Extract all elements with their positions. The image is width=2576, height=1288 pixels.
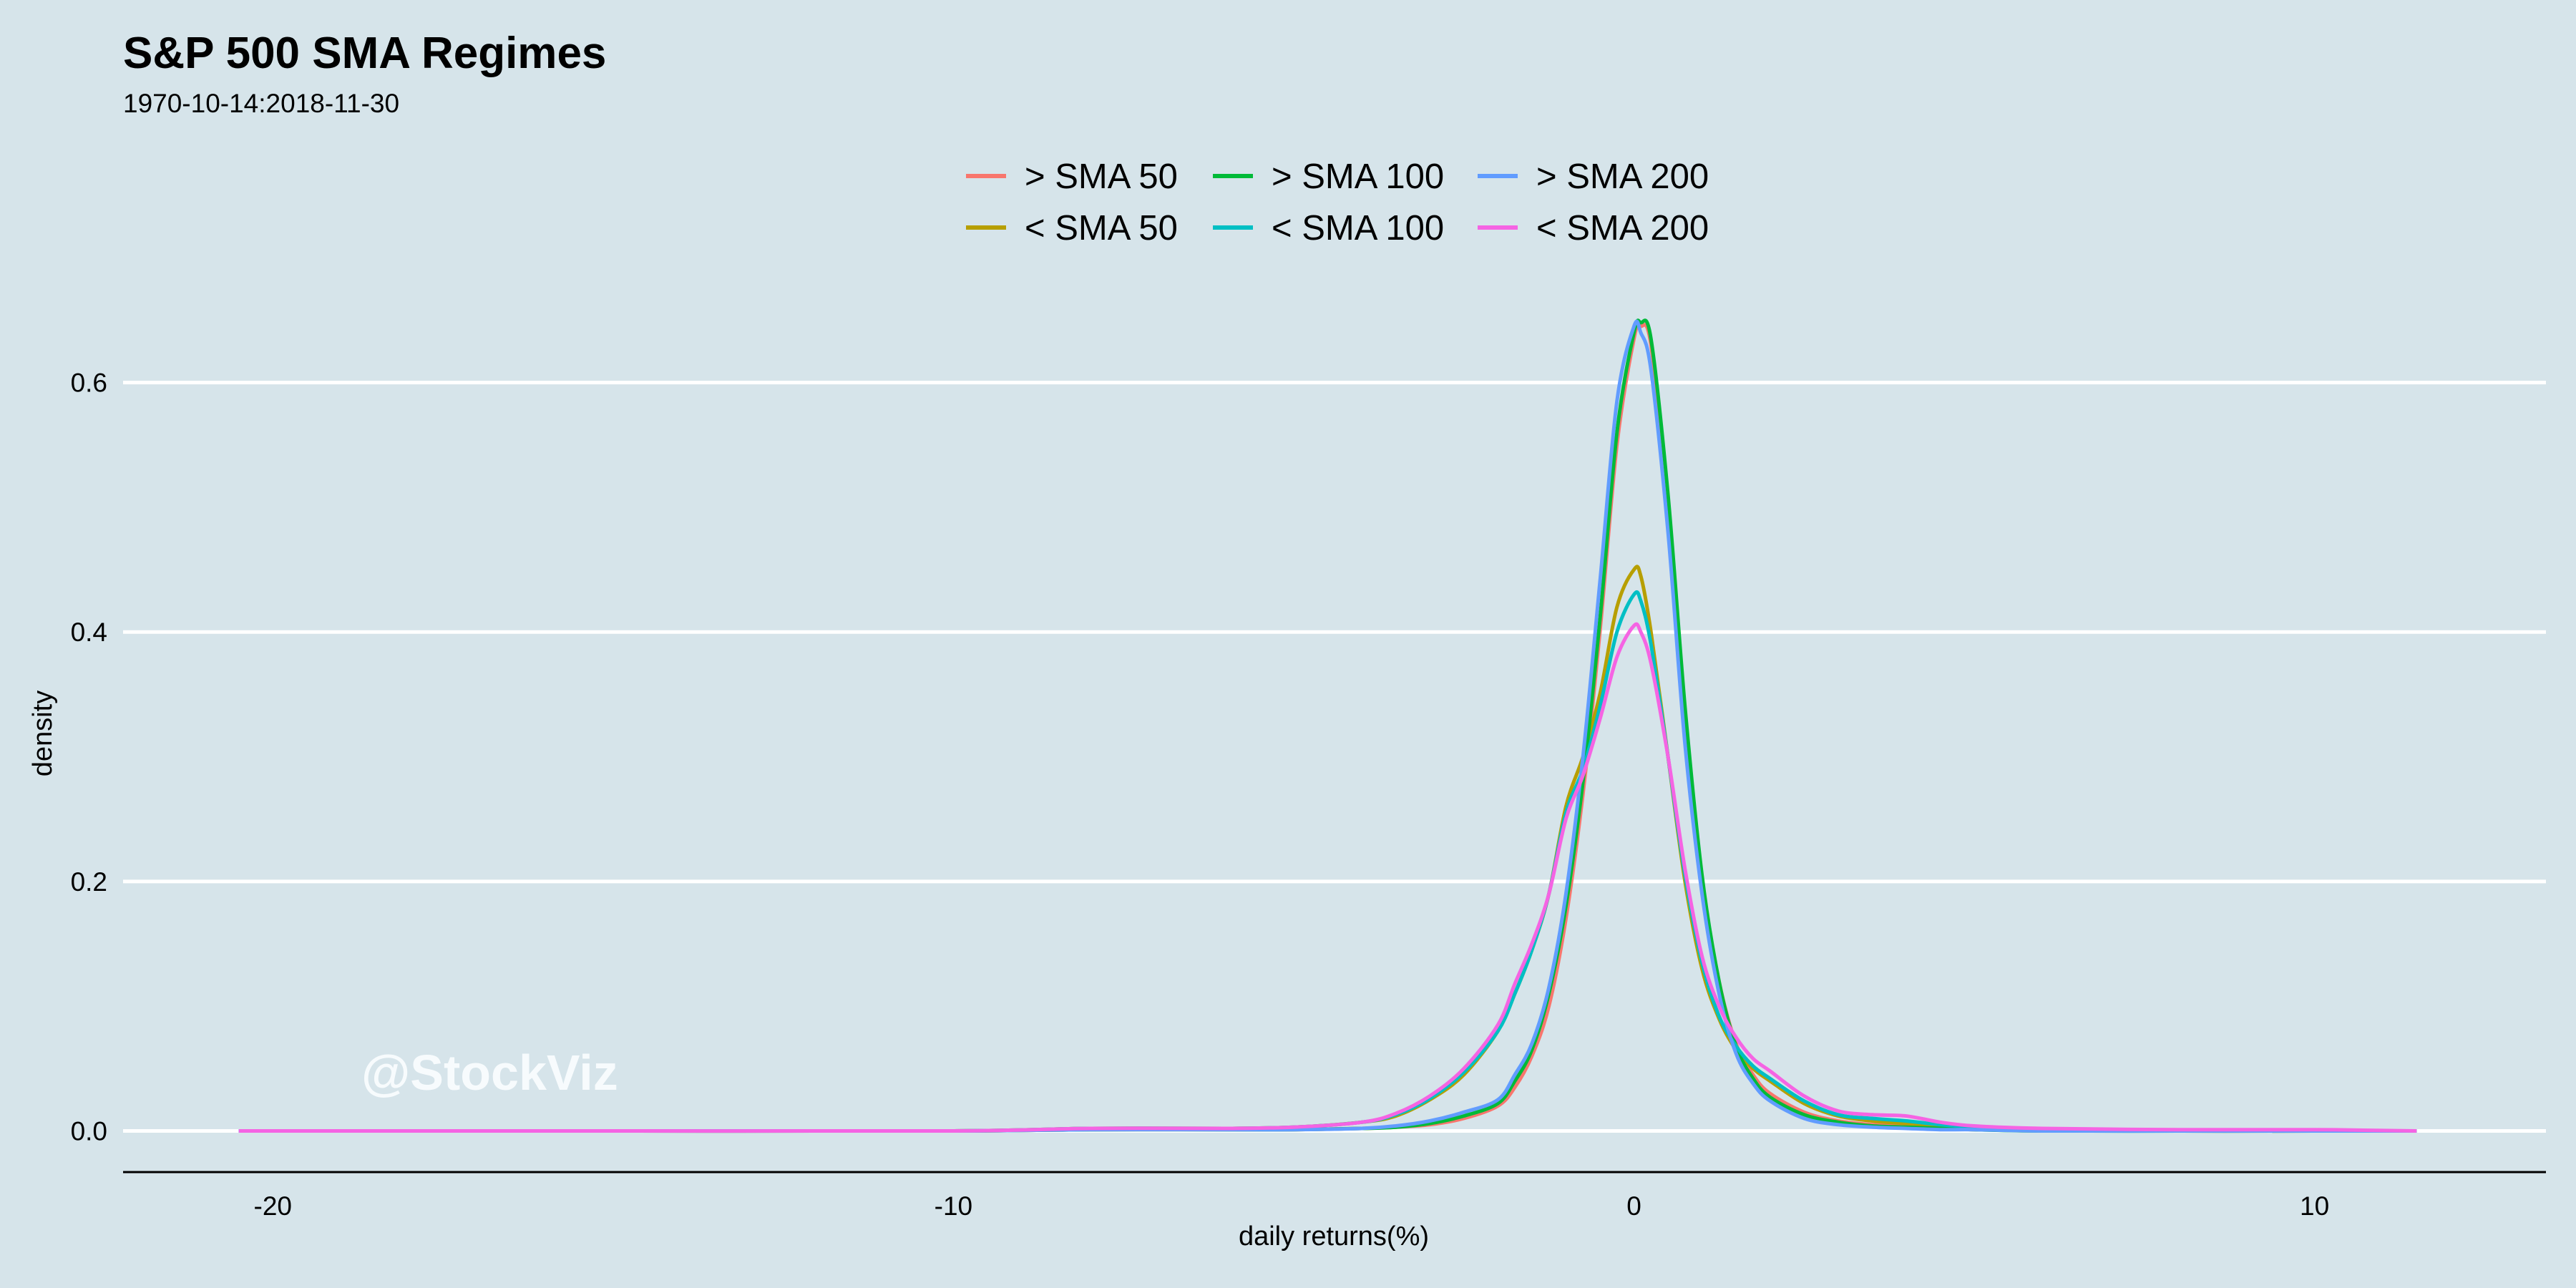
y-tick-label: 0.6 bbox=[71, 369, 107, 398]
x-tick-labels: -20 -10 0 10 bbox=[254, 1191, 2330, 1221]
legend-label: > SMA 100 bbox=[1272, 157, 1444, 196]
legend-label: > SMA 200 bbox=[1536, 157, 1709, 196]
legend: > SMA 50 < SMA 50 > SMA 100 < SMA 100 > SMA … bbox=[966, 157, 1709, 248]
density-series bbox=[238, 318, 2417, 1133]
legend-label: < SMA 50 bbox=[1025, 209, 1178, 248]
y-tick-labels: 0.0 0.2 0.4 0.6 bbox=[71, 369, 107, 1146]
x-axis-label: daily returns(%) bbox=[1239, 1221, 1429, 1252]
y-tick-label: 0.0 bbox=[71, 1116, 107, 1146]
legend-label: < SMA 200 bbox=[1536, 209, 1709, 248]
y-tick-label: 0.2 bbox=[71, 867, 107, 897]
x-tick-label: 0 bbox=[1626, 1191, 1641, 1221]
chart-subtitle: 1970-10-14:2018-11-30 bbox=[123, 89, 399, 118]
y-axis-label: density bbox=[28, 691, 58, 776]
y-tick-label: 0.4 bbox=[71, 618, 107, 647]
chart-title: S&P 500 SMA Regimes bbox=[123, 29, 606, 78]
x-tick-label: -10 bbox=[935, 1191, 972, 1221]
x-tick-label: -20 bbox=[254, 1191, 292, 1221]
watermark: @StockViz bbox=[361, 1045, 618, 1101]
series-line-6 bbox=[238, 622, 2417, 1133]
x-tick-label: 10 bbox=[2300, 1191, 2329, 1221]
legend-label: < SMA 100 bbox=[1272, 209, 1444, 248]
legend-label: > SMA 50 bbox=[1025, 157, 1178, 196]
